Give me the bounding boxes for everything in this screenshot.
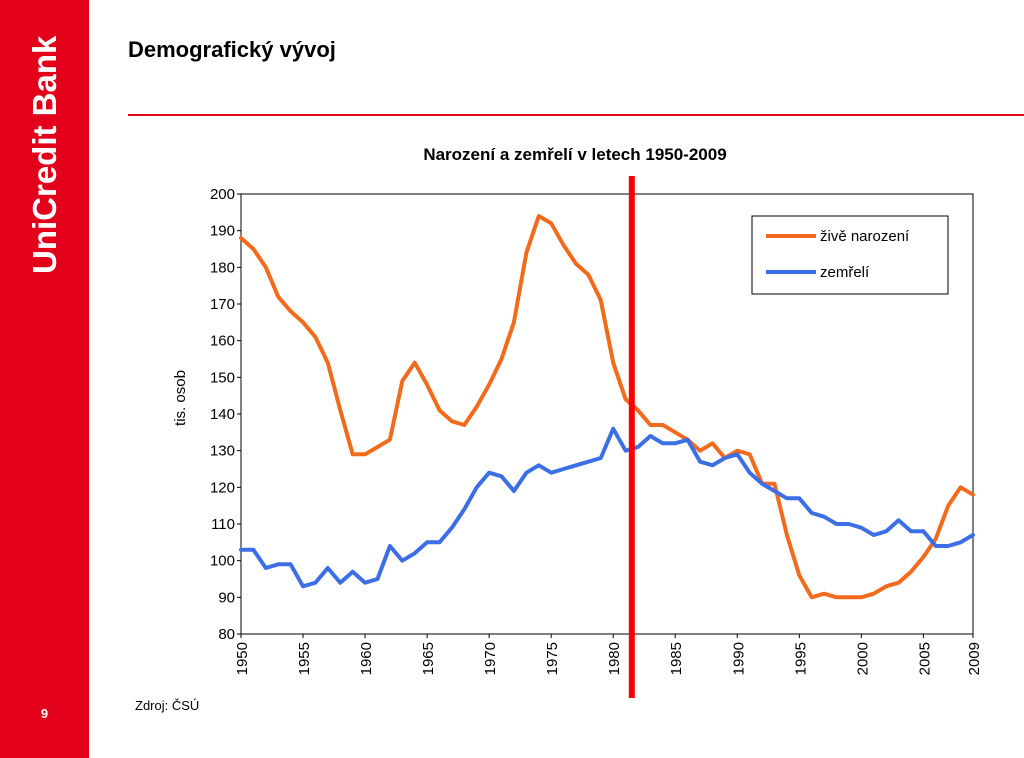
- legend-label: živě narození: [820, 228, 910, 245]
- y-tick-label: 80: [218, 626, 235, 643]
- x-tick-label: 1980: [606, 642, 623, 675]
- x-tick-label: 2005: [916, 642, 933, 675]
- brand-sidebar: UniCredit Bank 9: [0, 0, 89, 758]
- x-tick-label: 1955: [296, 642, 313, 675]
- source-note: Zdroj: ČSÚ: [135, 698, 200, 713]
- y-axis-ticks: 80 90 100 110 120 130 140 150 160 170 180 190 200: [210, 186, 241, 643]
- y-tick-label: 90: [218, 589, 235, 606]
- brand-name: UniCredit Bank: [26, 35, 63, 274]
- page-title: Demografický vývoj: [128, 37, 336, 62]
- x-tick-label: 1950: [234, 642, 251, 675]
- y-tick-label: 110: [211, 516, 235, 533]
- y-tick-label: 120: [210, 479, 235, 496]
- page-number: 9: [40, 706, 49, 721]
- x-tick-label: 2000: [854, 642, 871, 675]
- y-tick-label: 160: [210, 333, 235, 350]
- x-tick-label: 1995: [792, 642, 809, 675]
- x-tick-label: 1985: [668, 642, 685, 675]
- y-tick-label: 140: [210, 406, 235, 423]
- chart-title: Narození a zemřelí v letech 1950-2009: [423, 145, 726, 164]
- line-chart: Narození a zemřelí v letech 1950-2009 80…: [172, 145, 983, 698]
- x-tick-label: 1965: [420, 642, 437, 675]
- x-tick-label: 1975: [544, 642, 561, 675]
- series-line-deaths: [239, 426, 975, 589]
- series-line-births: [239, 214, 975, 600]
- chart-series: [239, 214, 975, 600]
- y-tick-label: 170: [210, 296, 235, 313]
- x-tick-label: 2009: [966, 642, 983, 675]
- x-tick-label: 1970: [482, 642, 499, 675]
- x-axis-ticks: 1950 1955 1960 1965 1970 1975 1980 1985 1990 1995…: [234, 634, 983, 675]
- chart-legend: živě narození zemřelí: [751, 215, 949, 295]
- x-tick-label: 1990: [730, 642, 747, 675]
- y-tick-label: 190: [210, 223, 235, 240]
- y-tick-label: 150: [210, 369, 235, 386]
- legend-label: zemřelí: [820, 264, 870, 281]
- unicredit-logo: UniCredit Bank: [20, 36, 70, 280]
- title-divider: [128, 114, 1024, 116]
- y-tick-label: 100: [210, 553, 235, 570]
- x-tick-label: 1960: [358, 642, 375, 675]
- y-axis-label: tis. osob: [172, 370, 189, 426]
- legend-box: [751, 215, 949, 295]
- y-tick-label: 130: [210, 443, 235, 460]
- y-tick-label: 180: [210, 259, 235, 276]
- y-tick-label: 200: [210, 186, 235, 203]
